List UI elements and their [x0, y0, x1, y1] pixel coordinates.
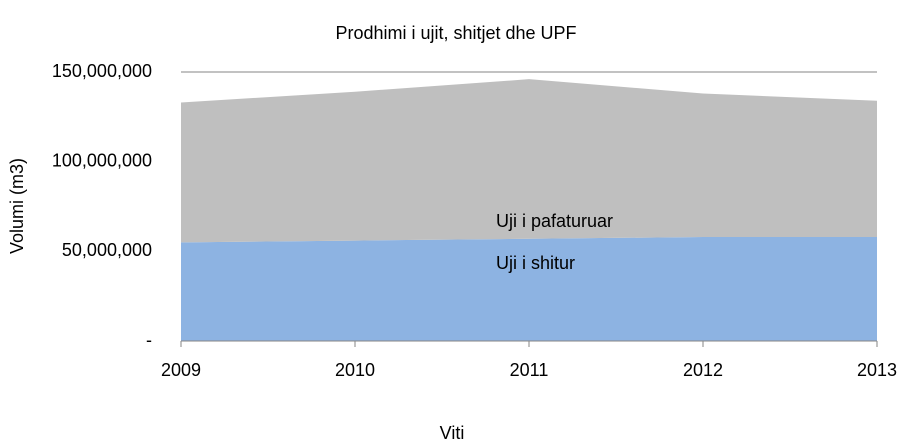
- area: [181, 79, 877, 243]
- series-label: Uji i pafaturuar: [496, 211, 613, 231]
- area: [181, 236, 877, 341]
- y-tick-label: 50,000,000: [62, 240, 152, 260]
- x-tick-label: 2012: [683, 360, 723, 380]
- y-tick-label: 150,000,000: [52, 61, 152, 81]
- x-tick-label: 2011: [510, 360, 549, 380]
- x-axis-label: Viti: [440, 423, 465, 443]
- y-tick-label: -: [146, 330, 152, 350]
- x-tick-label: 2013: [857, 360, 897, 380]
- chart-title: Prodhimi i ujit, shitjet dhe UPF: [335, 23, 576, 43]
- x-tick-label: 2010: [335, 360, 375, 380]
- y-axis-label: Volumi (m3): [7, 158, 27, 254]
- series-label: Uji i shitur: [496, 253, 575, 273]
- x-tick-label: 2009: [161, 360, 201, 380]
- y-tick-label: 100,000,000: [52, 150, 152, 170]
